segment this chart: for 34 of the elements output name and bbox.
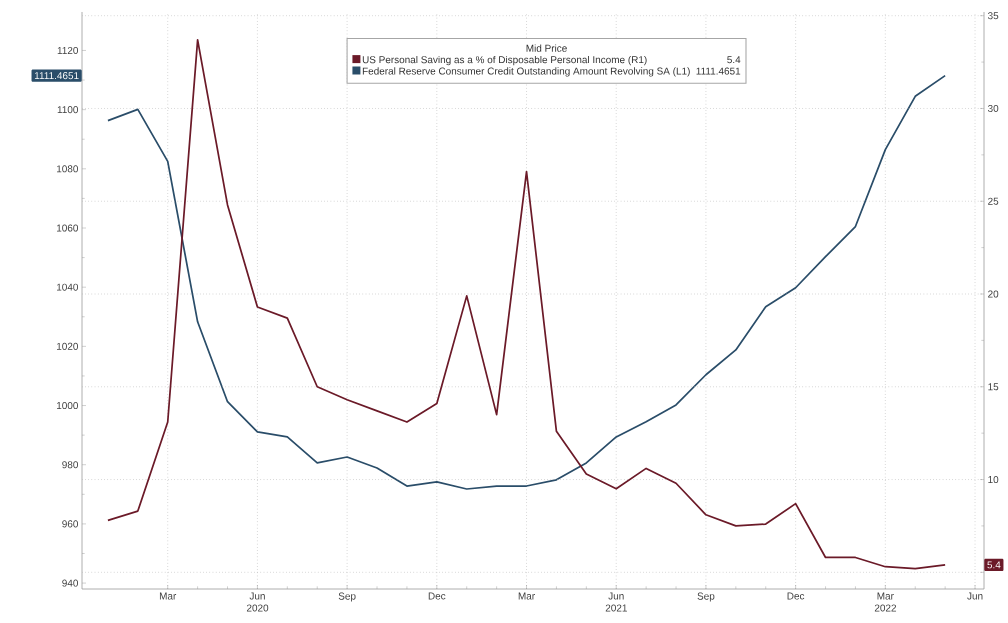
y-tick-label: 1000	[57, 402, 79, 410]
y2-tick-label: 15	[988, 383, 999, 391]
y-tick-label: 980	[62, 461, 79, 469]
y-tick-label: 1100	[57, 106, 79, 114]
x-tick-label: Jun 2021	[605, 592, 627, 612]
y-tick-label: 1120	[57, 46, 79, 54]
x-tick-label: Mar	[518, 592, 535, 600]
line-series	[107, 38, 947, 570]
x-tick-label: Mar 2022	[874, 592, 897, 612]
y2-tick-label: 30	[987, 104, 999, 112]
y-tick-label: 1040	[57, 283, 79, 291]
legend-label: Federal Reserve Consumer Credit Outstanding Amount Revolving SA (L1)	[362, 67, 690, 77]
x-tick-label: Mar	[159, 592, 177, 600]
legend-title: Mid Price	[526, 44, 567, 52]
y2-tick-label: 20	[988, 290, 999, 298]
x-tick-label: Sep	[697, 592, 715, 602]
y2-tick-label: 25	[988, 197, 999, 205]
annotation: 5.4	[727, 56, 741, 64]
y-tick-label: 1080	[57, 165, 79, 173]
y-tick-label: 960	[62, 520, 79, 528]
legend-label: US Personal Saving as a % of Disposable Personal Income (R1)	[362, 55, 647, 66]
x-tick-label: Jun 2020	[246, 592, 269, 612]
x-tick-label: Jun	[967, 592, 983, 600]
x-tick-label: Dec	[428, 592, 446, 600]
y2-tick-label: 10	[988, 476, 999, 484]
y-tick-label: 1020	[57, 342, 79, 350]
y-tick-label: 1060	[57, 224, 79, 232]
x-tick-label: Sep	[338, 592, 356, 602]
y2-tick-label: 35	[987, 12, 999, 20]
text: 5.4	[987, 561, 1001, 569]
x-tick-label: Dec	[787, 592, 805, 600]
annotation: 1111.4651	[696, 67, 741, 75]
text: 1111.4651	[34, 72, 79, 80]
y-tick-label: 940	[62, 579, 79, 587]
